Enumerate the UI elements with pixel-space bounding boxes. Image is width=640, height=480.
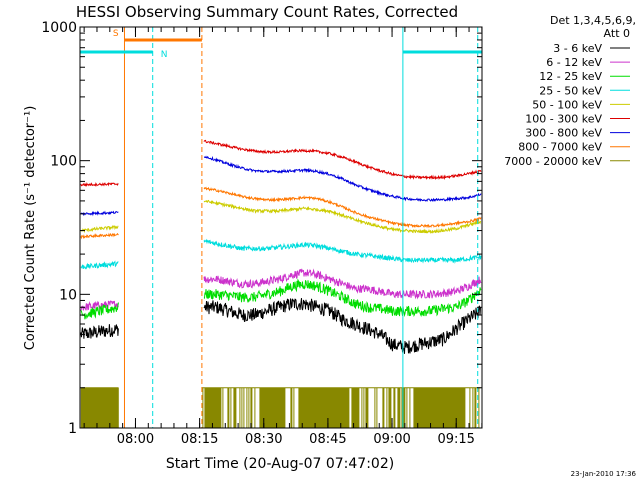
series-5 [80, 139, 482, 187]
series-8-segment-1 [201, 387, 481, 428]
plot-area: SN [80, 27, 482, 428]
series-3 [80, 238, 482, 270]
plot-frame [79, 26, 483, 429]
legend-label-1: 6 - 12 keV [546, 56, 602, 69]
legend-header-line-1: Det 1,3,4,5,6,9, [550, 14, 636, 27]
series-3-segment-0 [80, 260, 119, 270]
x-tick-label-3: 08:45 [309, 432, 346, 447]
y-tick-label-3: 1000 [41, 20, 77, 36]
series-5-segment-1 [203, 139, 482, 181]
series-0-segment-1 [203, 298, 482, 354]
attenuator-label-1: N [161, 50, 168, 60]
x-tick-label-0: 08:00 [117, 432, 154, 447]
y-tick-label-2: 100 [50, 154, 77, 170]
x-tick-label-5: 09:15 [437, 432, 474, 447]
chart-title: HESSI Observing Summary Count Rates, Cor… [76, 3, 458, 21]
footer-timestamp: 23-Jan-2010 17:36 [571, 470, 637, 478]
series-5-segment-0 [80, 181, 119, 187]
series-6-segment-0 [80, 210, 119, 217]
x-axis-label: Start Time (20-Aug-07 07:47:02) [166, 456, 394, 472]
series-8 [80, 387, 481, 428]
legend-header-line-2: Att 0 [604, 27, 630, 40]
legend-label-5: 100 - 300 keV [525, 113, 602, 126]
legend-label-4: 50 - 100 keV [532, 98, 602, 111]
series-8-segment-0 [80, 387, 119, 428]
series-7-segment-0 [80, 232, 119, 240]
series-0-segment-0 [80, 324, 119, 339]
legend-label-2: 12 - 25 keV [539, 70, 602, 83]
series-2-segment-0 [80, 302, 119, 320]
legend-label-3: 25 - 50 keV [539, 84, 602, 97]
legend-header: Det 1,3,4,5,6,9, Att 0 [550, 14, 636, 40]
legend-label-7: 800 - 7000 keV [518, 141, 602, 154]
y-tick-label-0: 1 [68, 421, 77, 437]
series-4-segment-1 [203, 199, 482, 235]
attenuator-label-0: S [113, 29, 119, 39]
y-tick-label-1: 10 [59, 287, 77, 303]
series-7 [80, 186, 482, 240]
x-tick-label-2: 08:30 [245, 432, 282, 447]
series-7-segment-1 [203, 186, 482, 229]
series-3-segment-1 [203, 238, 482, 264]
series-2-segment-1 [203, 278, 482, 318]
x-tick-label-1: 08:15 [181, 432, 218, 447]
x-tick-label-4: 09:00 [373, 432, 410, 447]
series-4 [80, 199, 482, 235]
series-6 [80, 155, 482, 217]
axes: 1 10 100 1000 08:00 08:15 08:30 08:45 09:00 09:15 [41, 20, 483, 447]
series-1-segment-1 [203, 268, 482, 300]
legend-label-8: 7000 - 20000 keV [504, 155, 602, 168]
series-2 [80, 278, 482, 320]
series-4-segment-0 [80, 224, 119, 234]
series-0 [80, 298, 482, 354]
legend-label-0: 3 - 6 keV [553, 42, 602, 55]
series-6-segment-1 [203, 155, 482, 202]
legend-label-6: 300 - 800 keV [525, 127, 602, 140]
y-axis-label: Corrected Count Rate (s⁻¹ detector⁻¹) [23, 106, 38, 351]
